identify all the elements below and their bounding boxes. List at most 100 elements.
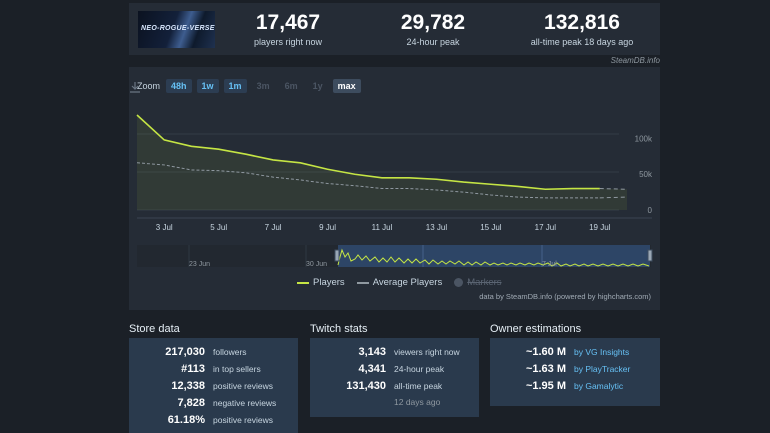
average-players-point[interactable] (626, 196, 629, 199)
average-players-line-partial (599, 196, 628, 199)
chart-legend: Players Average Players Markers (297, 277, 514, 288)
players-point[interactable] (353, 173, 356, 176)
players-point[interactable] (272, 158, 275, 161)
zoom-6m-button: 6m (284, 81, 298, 91)
average-players-point[interactable] (217, 169, 220, 172)
players-point[interactable] (163, 138, 166, 141)
players-point[interactable] (190, 145, 193, 148)
navigator-handle-right[interactable] (647, 249, 653, 262)
legend-average-players[interactable]: Average Players (356, 277, 443, 288)
players-point[interactable] (435, 178, 438, 181)
players-point[interactable] (136, 114, 139, 117)
stat-value: 29,782 (400, 11, 466, 34)
twitch-peak-age: 12 days ago (394, 397, 441, 407)
average-players-point[interactable] (598, 196, 601, 199)
x-tick-label: 15 Jul (480, 223, 502, 232)
x-tick-label: 5 Jul (210, 223, 227, 232)
owner-row: ~1.63 M by PlayTracker (490, 363, 660, 380)
owner-value: ~1.63 M (525, 363, 566, 375)
twitch-label: all-time peak (394, 381, 443, 391)
players-point[interactable] (626, 188, 629, 191)
players-point[interactable] (544, 188, 547, 191)
players-point[interactable] (326, 168, 329, 171)
players-point[interactable] (244, 153, 247, 156)
average-players-point[interactable] (326, 182, 329, 185)
owner-row: ~1.95 M by Gamalytic (490, 380, 660, 397)
navigator-handle-left[interactable] (334, 249, 340, 262)
zoom-max-button[interactable]: max (332, 79, 361, 93)
x-tick-label: 13 Jul (426, 223, 448, 232)
header-stats-panel: NEO-ROGUE-VERSE 17,467 players right now… (129, 3, 660, 55)
average-players-point[interactable] (435, 188, 438, 191)
zoom-label: Zoom (137, 81, 161, 91)
average-players-point[interactable] (190, 168, 193, 171)
players-point[interactable] (598, 187, 601, 190)
legend-label: Average Players (372, 277, 443, 288)
steamdb-credit[interactable]: SteamDB.info (610, 56, 660, 65)
x-tick-label: 9 Jul (319, 223, 336, 232)
average-players-point[interactable] (272, 176, 275, 179)
players-point[interactable] (217, 148, 220, 151)
players-point[interactable] (489, 183, 492, 186)
legend-markers[interactable]: Markers (454, 277, 502, 288)
players-point[interactable] (462, 181, 465, 184)
average-players-point[interactable] (544, 196, 547, 199)
owner-estimations-title: Owner estimations (490, 323, 582, 335)
zoom-1m-button[interactable]: 1m (223, 79, 247, 93)
average-players-point[interactable] (408, 187, 411, 190)
legend-players[interactable]: Players (297, 277, 345, 288)
stat-players-now: 17,467 players right now (228, 11, 348, 47)
store-label: negative reviews (213, 398, 277, 408)
average-players-point[interactable] (517, 196, 520, 199)
gamalytic-link[interactable]: by Gamalytic (574, 381, 624, 391)
zoom-1w-button[interactable]: 1w (196, 79, 219, 93)
zoom-48h-button[interactable]: 48h (166, 79, 192, 93)
store-label: followers (213, 347, 247, 357)
players-point[interactable] (517, 185, 520, 188)
twitch-row: 3,143 viewers right now (310, 346, 479, 363)
playtracker-link[interactable]: by PlayTracker (574, 364, 631, 374)
twitch-row: 131,430 all-time peak (310, 380, 479, 397)
average-players-point[interactable] (244, 171, 247, 174)
players-point[interactable] (299, 161, 302, 164)
x-tick-label: 19 Jul (589, 223, 611, 232)
y-tick-label: 0 (648, 206, 653, 215)
twitch-value: 131,430 (346, 380, 386, 392)
players-point[interactable] (571, 187, 574, 190)
legend-label: Players (313, 277, 345, 288)
stat-label: players right now (253, 37, 323, 47)
average-players-line[interactable] (136, 162, 600, 199)
legend-label: Markers (467, 277, 502, 288)
stat-value: 132,816 (544, 11, 620, 34)
owner-value: ~1.60 M (525, 346, 566, 358)
average-players-point[interactable] (136, 161, 139, 164)
vg-insights-link[interactable]: by VG Insights (574, 347, 630, 357)
players-line-partial (599, 188, 628, 190)
average-players-point[interactable] (353, 184, 356, 187)
twitch-label: 24-hour peak (394, 364, 445, 374)
average-players-point[interactable] (489, 193, 492, 196)
average-players-point[interactable] (571, 196, 574, 199)
download-icon[interactable] (129, 81, 141, 93)
chart-credit: data by SteamDB.info (powered by highcha… (479, 292, 651, 301)
navigator-selection[interactable] (338, 245, 650, 267)
average-players-point[interactable] (163, 163, 166, 166)
players-point[interactable] (381, 176, 384, 179)
store-value: 217,030 (165, 346, 205, 358)
players-point[interactable] (408, 176, 411, 179)
average-players-point[interactable] (299, 178, 302, 181)
players-area (137, 115, 627, 210)
average-players-point[interactable] (462, 191, 465, 194)
legend-swatch (297, 281, 309, 284)
players-line[interactable] (136, 114, 600, 191)
navigator-date-label: 30 Jun (306, 261, 327, 268)
game-thumbnail[interactable]: NEO-ROGUE-VERSE (138, 11, 215, 48)
player-chart[interactable]: 100k 50k 0 3 Jul 5 Jul 7 Jul 9 Jul 11 Jul 13 Ju… (129, 67, 660, 310)
store-value: #113 (181, 363, 205, 375)
twitch-value: 4,341 (358, 363, 386, 375)
store-row: 217,030 followers (129, 346, 298, 363)
store-row: 61.18% positive reviews (129, 414, 298, 431)
twitch-stats-title: Twitch stats (310, 323, 368, 335)
average-players-point[interactable] (381, 187, 384, 190)
navigator-date-label: 23 Jun (189, 261, 210, 268)
